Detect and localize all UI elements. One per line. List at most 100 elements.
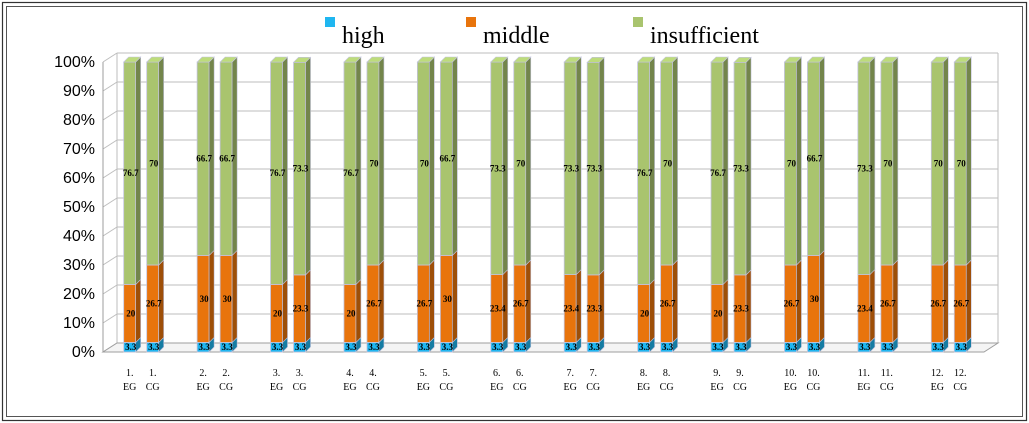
data-label-middle: 30	[200, 294, 210, 304]
data-label-insufficient: 73.3	[857, 163, 873, 173]
x-tick-label-group: CG	[219, 382, 233, 393]
data-label-middle: 26.7	[417, 299, 433, 309]
data-label-middle: 30	[223, 294, 233, 304]
x-tick-label-group: EG	[270, 382, 283, 393]
y-tick-label: 60%	[63, 170, 95, 187]
x-tick-label-number: 2.	[199, 368, 207, 379]
x-tick-label-group: EG	[710, 382, 723, 393]
data-label-insufficient: 76.7	[123, 168, 139, 178]
y-tick-label: 90%	[63, 83, 95, 100]
data-label-high: 3.3	[882, 342, 894, 352]
gridline-side	[103, 111, 117, 120]
data-label-high: 3.3	[956, 342, 968, 352]
data-label-middle: 23.3	[733, 304, 749, 314]
gridline-side	[103, 140, 117, 149]
y-tick-label: 50%	[63, 199, 95, 216]
data-label-insufficient: 70	[516, 159, 526, 169]
legend-label-middle: middle	[483, 23, 550, 49]
bar-side-middle	[650, 279, 655, 342]
data-label-insufficient: 70	[787, 159, 797, 169]
data-label-high: 3.3	[419, 342, 431, 352]
x-tick-label-group: EG	[417, 382, 430, 393]
data-label-middle: 30	[810, 294, 820, 304]
data-label-insufficient: 76.7	[343, 168, 359, 178]
bar-side-insufficient	[943, 57, 948, 265]
data-label-high: 3.3	[368, 342, 380, 352]
bar-side-middle	[356, 279, 361, 342]
x-tick-label-number: 11.	[858, 368, 870, 379]
x-tick-label-number: 10.	[807, 368, 820, 379]
x-tick-label-number: 8.	[640, 368, 648, 379]
x-tick-label-number: 5.	[420, 368, 428, 379]
gridline-side	[103, 227, 117, 236]
data-label-middle: 26.7	[366, 299, 382, 309]
x-tick-label-number: 4.	[346, 368, 354, 379]
x-tick-label-number: 11.	[881, 368, 893, 379]
legend-swatch-insufficient	[633, 17, 643, 27]
data-label-insufficient: 70	[663, 159, 673, 169]
data-label-middle: 26.7	[146, 299, 162, 309]
data-label-high: 3.3	[859, 342, 871, 352]
data-label-high: 3.3	[515, 342, 527, 352]
x-tick-label-number: 12.	[954, 368, 967, 379]
data-label-insufficient: 70	[883, 159, 893, 169]
x-tick-label-number: 7.	[566, 368, 574, 379]
y-tick-label: 80%	[63, 112, 95, 129]
x-tick-label-number: 9.	[713, 368, 721, 379]
x-tick-label-group: EG	[931, 382, 944, 393]
data-label-high: 3.3	[933, 342, 945, 352]
data-label-insufficient: 66.7	[196, 154, 212, 164]
data-label-middle: 26.7	[784, 299, 800, 309]
data-label-insufficient: 70	[369, 159, 379, 169]
data-label-insufficient: 70	[957, 159, 967, 169]
data-label-insufficient: 73.3	[733, 164, 749, 174]
gridline-side	[103, 169, 117, 178]
x-tick-label-number: 9.	[736, 368, 744, 379]
x-tick-label-group: CG	[880, 382, 894, 393]
data-label-insufficient: 66.7	[807, 154, 823, 164]
bar-side-insufficient	[673, 57, 678, 265]
x-tick-label-group: EG	[343, 382, 356, 393]
gridline-side	[103, 285, 117, 294]
x-tick-label-group: CG	[733, 382, 747, 393]
x-tick-label-number: 5.	[443, 368, 451, 379]
data-label-insufficient: 70	[934, 159, 944, 169]
data-label-high: 3.3	[589, 342, 601, 352]
data-label-insufficient: 76.7	[637, 168, 653, 178]
data-label-insufficient: 76.7	[710, 168, 726, 178]
gridline-side	[103, 198, 117, 207]
x-tick-label-group: CG	[366, 382, 380, 393]
data-label-middle: 26.7	[660, 299, 676, 309]
gridline-side	[103, 82, 117, 91]
bar-side-insufficient	[526, 57, 531, 265]
legend-label-insufficient: insufficient	[650, 23, 759, 49]
data-label-middle: 26.7	[930, 299, 946, 309]
x-tick-label-number: 6.	[516, 368, 524, 379]
x-tick-label-group: EG	[123, 382, 136, 393]
x-tick-label-group: EG	[637, 382, 650, 393]
data-label-middle: 23.3	[293, 304, 309, 314]
data-label-high: 3.3	[639, 342, 651, 352]
x-tick-label-group: EG	[564, 382, 577, 393]
data-label-middle: 23.4	[490, 304, 506, 314]
x-tick-label-group: CG	[146, 382, 160, 393]
data-label-middle: 26.7	[880, 299, 896, 309]
bar-side-insufficient	[966, 57, 971, 265]
data-label-insufficient: 73.3	[293, 164, 309, 174]
y-tick-label: 40%	[63, 228, 95, 245]
x-tick-label-number: 4.	[369, 368, 377, 379]
x-tick-label-group: CG	[807, 382, 821, 393]
bar-side-insufficient	[379, 57, 384, 265]
data-label-middle: 26.7	[953, 299, 969, 309]
y-tick-label: 30%	[63, 257, 95, 274]
x-tick-label-group: CG	[513, 382, 527, 393]
y-tick-label: 100%	[54, 54, 95, 71]
data-label-high: 3.3	[442, 342, 454, 352]
y-tick-label: 20%	[63, 286, 95, 303]
data-label-high: 3.3	[566, 342, 578, 352]
data-label-middle: 20	[346, 308, 356, 318]
data-label-high: 3.3	[492, 342, 504, 352]
x-tick-label-number: 1.	[126, 368, 134, 379]
